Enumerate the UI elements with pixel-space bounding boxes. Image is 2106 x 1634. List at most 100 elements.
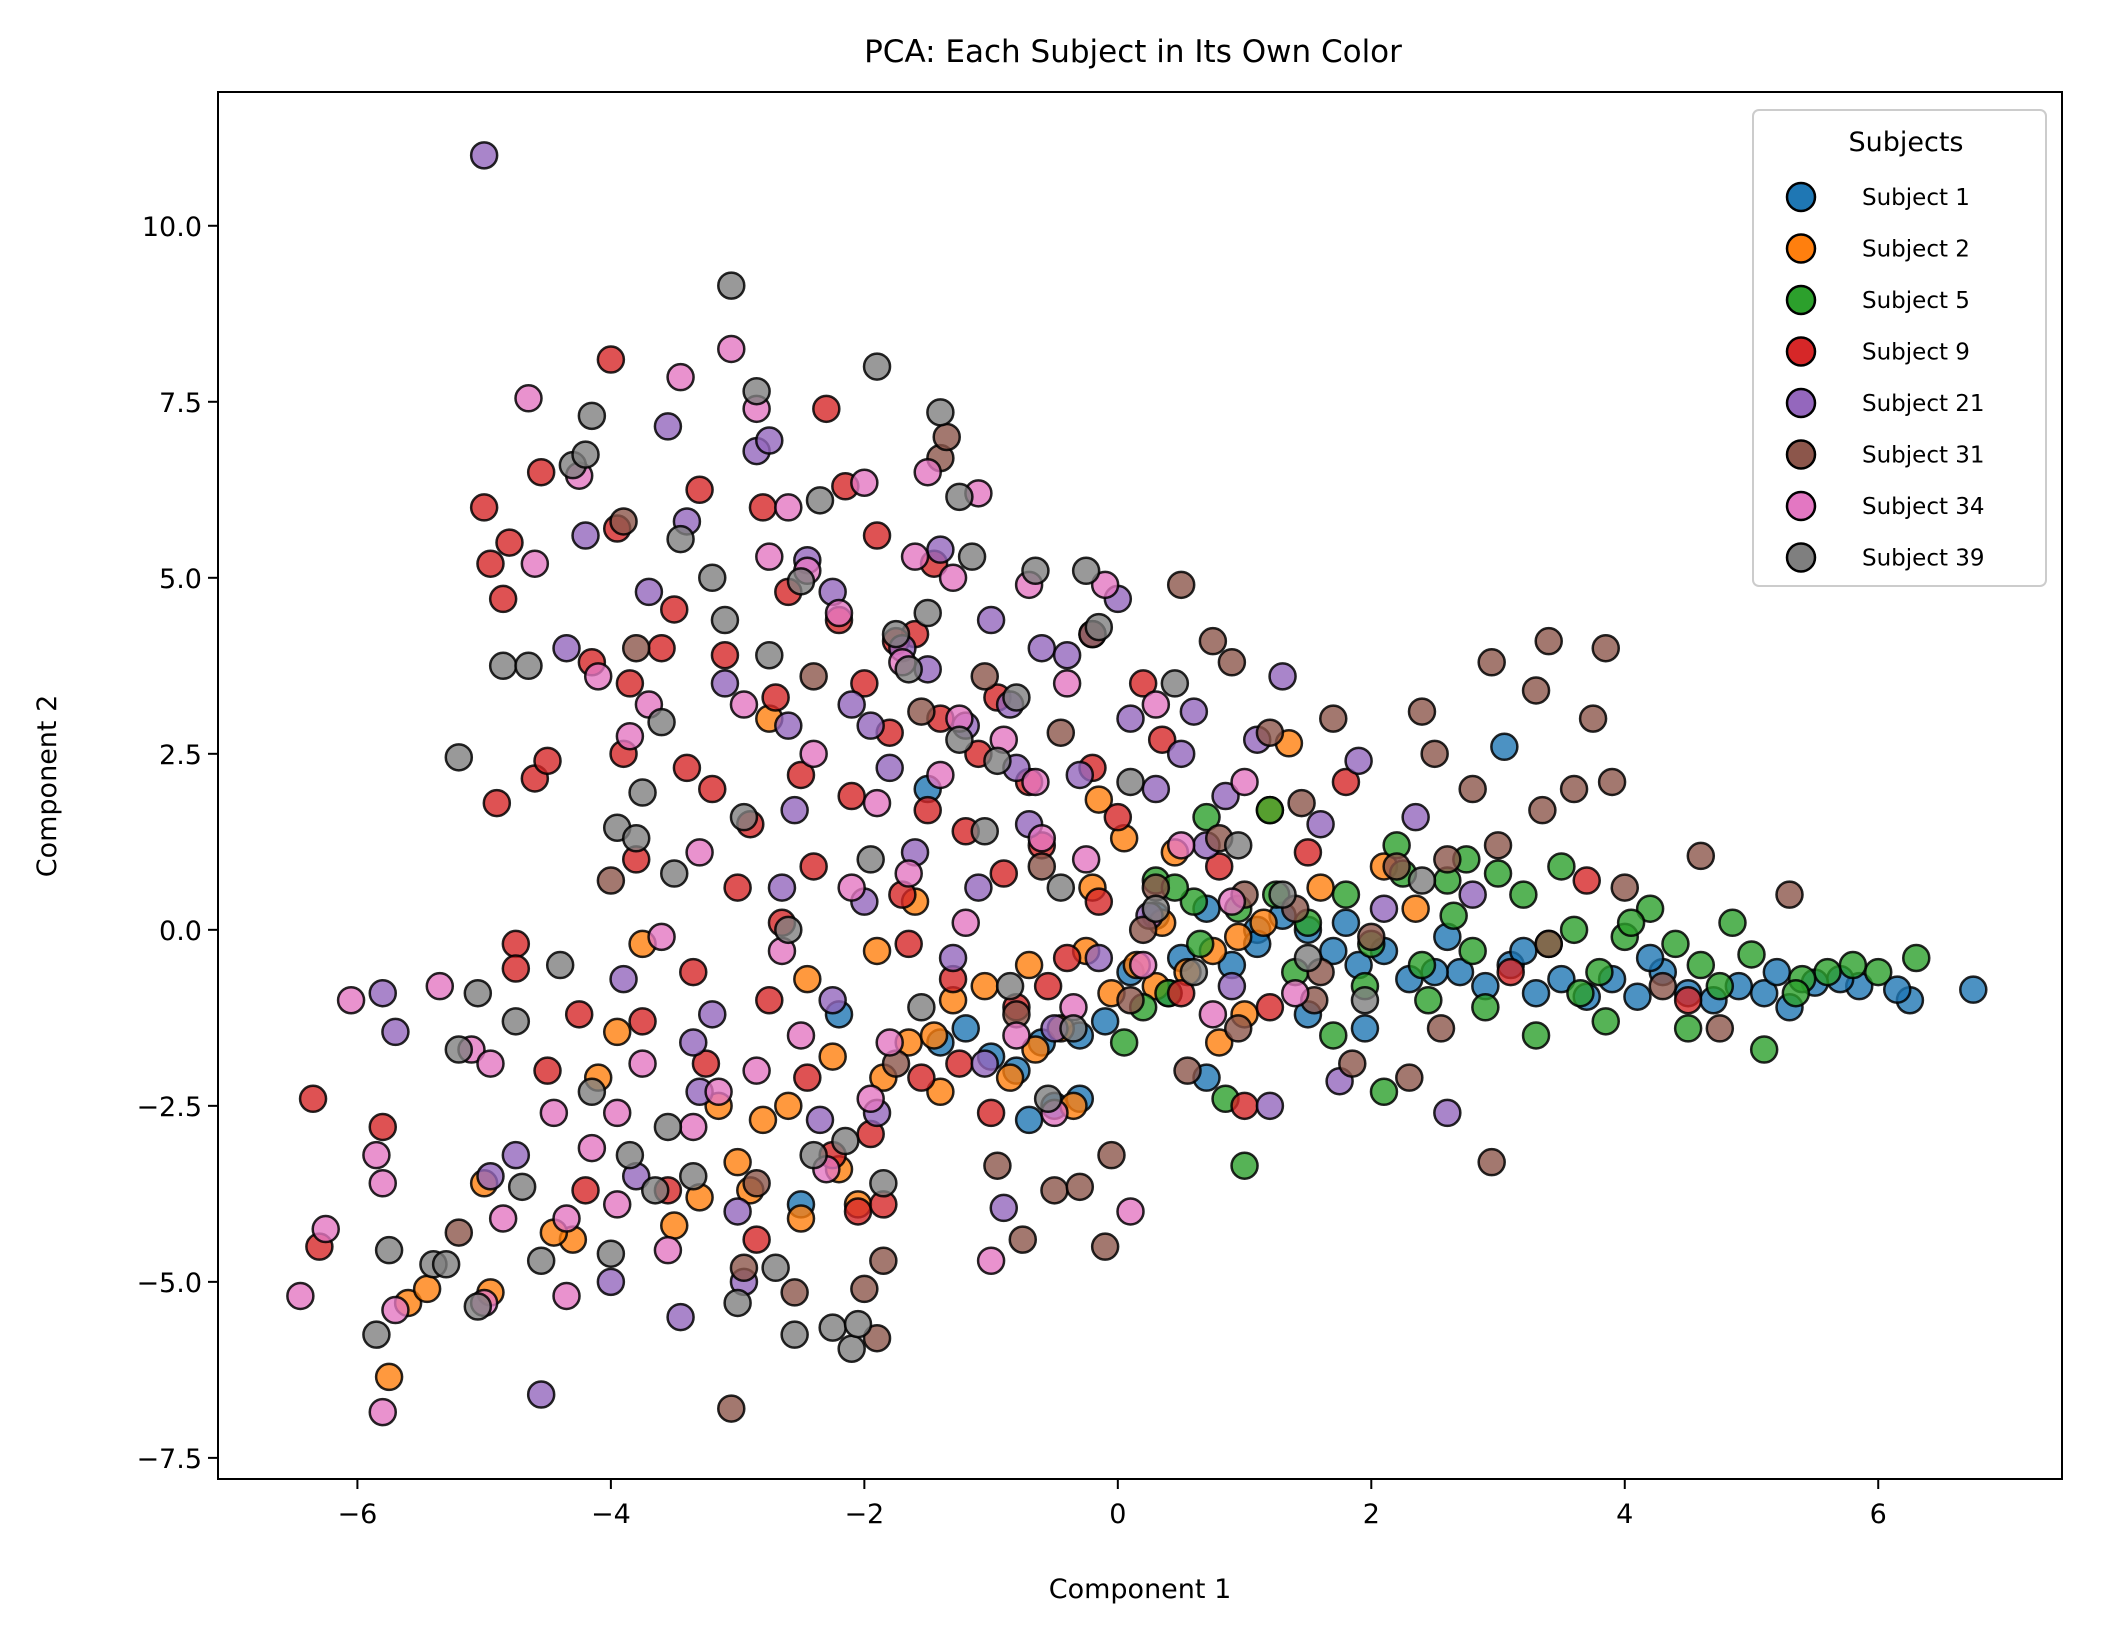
- subject-39-point: [1002, 683, 1031, 712]
- subject-34-point: [824, 598, 854, 628]
- subject-34-point: [666, 362, 695, 392]
- subject-9-point: [843, 1197, 873, 1226]
- subject-31-point: [596, 866, 626, 895]
- subject-9-point: [495, 528, 524, 557]
- subject-39-point: [640, 1176, 670, 1205]
- subject-9-point: [501, 929, 531, 959]
- subject-39-point: [431, 1250, 461, 1279]
- subject-39-point: [698, 563, 727, 593]
- subject-5-point: [1185, 929, 1215, 959]
- x-tick-label: −4: [591, 1499, 631, 1530]
- subject-34-point: [685, 838, 714, 867]
- subject-21-point: [856, 711, 885, 740]
- subject-39-point: [1179, 957, 1209, 987]
- subject-31-point: [1173, 1056, 1202, 1085]
- subject-34-point: [488, 1204, 518, 1233]
- y-axis: −7.5 −5.0 −2.5 0.0 2.5 5.0 7.5 10.0: [136, 212, 218, 1475]
- subject-9-point: [1084, 887, 1114, 916]
- subject-9-point: [647, 633, 676, 663]
- legend-label: Subject 39: [1862, 546, 1985, 572]
- subject-34-point: [336, 985, 366, 1015]
- subject-9-point: [1331, 767, 1361, 797]
- legend-label: Subject 2: [1862, 237, 1970, 263]
- subject-21-point: [875, 753, 904, 783]
- subject-1-point: [1521, 978, 1551, 1008]
- subject-31-point: [780, 1278, 809, 1307]
- subject-34-point: [381, 1295, 410, 1325]
- subject-31-point: [1027, 852, 1057, 881]
- subject-5-point: [1902, 943, 1931, 973]
- subject-31-point: [1559, 774, 1589, 804]
- subject-39-point: [444, 743, 474, 772]
- subject-34-point: [729, 690, 759, 719]
- subject-9-point: [571, 1176, 600, 1205]
- subject-31-point: [1705, 1014, 1735, 1043]
- subject-5-point: [1813, 957, 1842, 987]
- subject-31-point: [850, 1274, 879, 1304]
- subject-2-point: [602, 1017, 632, 1047]
- subject-21-point: [1344, 746, 1373, 776]
- subject-31-point: [1357, 922, 1386, 952]
- y-tick-label: −2.5: [136, 1092, 202, 1123]
- subject-21-point: [1433, 1098, 1462, 1128]
- subject-5-point: [1616, 908, 1646, 938]
- subject-21-point: [1179, 697, 1209, 726]
- subject-9-point: [1572, 866, 1601, 895]
- subject-39-point: [869, 1169, 898, 1198]
- chart-title: PCA: Each Subject in Its Own Color: [864, 34, 1402, 70]
- subject-1-point: [1762, 957, 1792, 987]
- subject-34-point: [368, 1397, 398, 1427]
- subject-5-point: [1838, 950, 1868, 980]
- subject-34-point: [926, 760, 955, 790]
- subject-39-point: [742, 376, 771, 406]
- subject-31-point: [983, 1151, 1012, 1180]
- subject-2-point: [786, 1204, 816, 1233]
- subject-34-point: [875, 1028, 904, 1057]
- subject-21-point: [1211, 781, 1240, 811]
- subject-21-point: [666, 1302, 695, 1332]
- subject-2-point: [818, 1042, 847, 1071]
- subject-39-point: [799, 1140, 828, 1170]
- subject-39-point: [577, 401, 607, 431]
- subject-5-point: [1591, 1007, 1621, 1036]
- subject-39-point: [837, 1334, 866, 1363]
- subject-39-point: [710, 605, 740, 635]
- subject-34-point: [628, 1049, 657, 1078]
- subject-34-point: [862, 788, 892, 818]
- subject-39-point: [571, 440, 600, 469]
- subject-5-point: [1635, 894, 1665, 923]
- subject-39-point: [907, 993, 936, 1022]
- subject-31-point: [1477, 648, 1506, 677]
- subject-31-point: [869, 1246, 898, 1275]
- subject-2-point: [1014, 950, 1044, 980]
- subject-31-point: [1382, 852, 1411, 881]
- subject-31-point: [1097, 1140, 1126, 1170]
- subject-9-point: [1033, 971, 1063, 1001]
- subject-5-point: [1566, 978, 1595, 1008]
- subject-21-point: [938, 943, 968, 973]
- subject-31-point: [1166, 570, 1196, 600]
- subject-31-point: [621, 633, 651, 663]
- subject-2-point: [862, 936, 892, 966]
- subject-34-point: [602, 1190, 632, 1219]
- subject-9-point: [501, 954, 531, 983]
- subject-9-point: [812, 394, 841, 424]
- subject-39-point: [615, 1140, 645, 1170]
- subject-34-point: [913, 457, 942, 487]
- subject-9-point: [799, 852, 828, 881]
- subject-31-point: [1338, 1049, 1367, 1078]
- subject-21-point: [805, 1105, 835, 1135]
- subject-9-point: [1147, 725, 1177, 754]
- y-tick-label: −5.0: [136, 1268, 202, 1299]
- subject-2-point: [995, 1063, 1025, 1092]
- subject-21-point: [970, 1049, 999, 1078]
- subject-2-point: [970, 971, 999, 1001]
- subject-34-point: [1116, 1197, 1145, 1226]
- subject-39-point: [628, 778, 657, 807]
- subject-21-point: [653, 412, 683, 441]
- subject-31-point: [862, 1323, 892, 1353]
- subject-34-point: [647, 922, 676, 952]
- subject-34-point: [1090, 570, 1120, 600]
- subject-31-point: [1521, 676, 1551, 705]
